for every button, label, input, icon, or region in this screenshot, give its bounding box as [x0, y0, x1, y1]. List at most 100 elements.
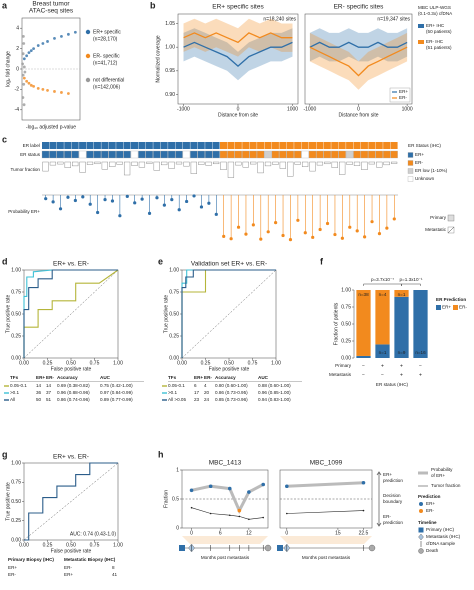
er-label-cell: [279, 142, 287, 149]
legend-label: ER+: [415, 152, 424, 157]
probability-dot: [140, 197, 144, 201]
tumor-fraction-bar: [131, 161, 138, 166]
table-cell: >0.1: [10, 390, 20, 395]
x-axis-label: Months post metastasis: [201, 555, 250, 560]
probability-dot: [244, 232, 248, 236]
er-status-cell: [316, 150, 324, 159]
table-cell: 4: [204, 383, 207, 388]
roc-curve: [23, 269, 118, 358]
legend-swatch: [418, 548, 424, 554]
table-cell: ER+: [8, 565, 17, 570]
panel-letter: c: [2, 134, 7, 144]
legend-swatch: [418, 533, 424, 541]
table-cell: 6: [194, 383, 197, 388]
panel-letter: b: [150, 0, 156, 10]
table-header: TFs: [168, 375, 177, 380]
tumor-fraction-bar: [309, 161, 316, 172]
ci-band: [183, 18, 293, 57]
er-label-cell: [123, 142, 131, 149]
er-status-cell: [301, 150, 309, 159]
probability-dot: [147, 211, 152, 215]
tumor-fraction-dot: [190, 506, 193, 509]
er-status-cell: [41, 150, 50, 159]
er-status-cell: [56, 150, 64, 159]
table-header: ER-: [204, 375, 212, 380]
er-label-cell: [71, 142, 79, 149]
point: [22, 57, 26, 61]
tumor-fraction-bar: [331, 161, 338, 168]
tumor-fraction-bar: [42, 161, 49, 172]
row-label: Metastasis: [329, 372, 352, 377]
probability-dot: [247, 490, 251, 494]
tumor-fraction-bar: [301, 161, 309, 167]
er-label-cell: [197, 142, 205, 149]
x-tick-label: 0.25: [201, 360, 211, 366]
legend-label: Tumor fraction: [431, 483, 461, 488]
y-tick-label: 0.50: [169, 311, 179, 317]
chart-title: ER- specific sites: [334, 4, 385, 11]
tumor-fraction-bar: [153, 161, 160, 171]
bar-segment: [394, 290, 409, 297]
bar-count: n=4: [379, 292, 387, 297]
table-cell: 51: [46, 397, 52, 402]
er-status-cell: [153, 150, 161, 159]
legend-label: ER-: [415, 160, 423, 165]
probability-dot: [285, 484, 289, 489]
y-tick-label: 0.75: [341, 304, 351, 310]
table-header: Accuracy: [215, 375, 236, 380]
er-status-cell: [271, 150, 280, 159]
tumor-fraction-bar: [383, 161, 390, 166]
tumor-fraction-bar: [368, 161, 375, 165]
table-cell: 0.88 (0.60-1.00): [258, 383, 291, 388]
bar-segment: [375, 290, 390, 345]
legend-swatch: [436, 305, 441, 310]
er-status-cell: [390, 150, 398, 159]
table-cell: ER-: [8, 572, 16, 577]
y-tick-label: 0: [176, 525, 179, 531]
y-tick-label: 1.00: [11, 267, 21, 273]
probability-dot: [325, 221, 330, 226]
er-status-cell: [93, 150, 102, 159]
legend-title: ER Prediction: [436, 297, 466, 302]
er-label-cell: [205, 142, 213, 149]
primary-sign: −: [419, 363, 422, 369]
tumor-fraction-bar: [316, 161, 324, 166]
tumor-fraction-bar: [72, 161, 79, 167]
sample-type-label: Metastatic: [425, 227, 447, 232]
hatch: [447, 226, 455, 234]
tumor-fraction-bar: [250, 161, 257, 165]
er-label-cell: [49, 142, 57, 149]
er-label-cell: [212, 142, 220, 149]
table-cell: 17: [194, 390, 200, 395]
point: [53, 37, 56, 40]
er-label-cell: [64, 142, 72, 149]
tumor-fraction-bar: [175, 161, 183, 165]
tumor-fraction-line: [191, 507, 264, 520]
auc-label: AUC: 0.74 (0.43-1.0): [70, 531, 116, 537]
tumor-fraction-dot: [286, 512, 288, 515]
x-axis-label: Distance from site: [338, 112, 378, 118]
bar-count: n=38: [358, 292, 369, 297]
x-axis-label: False positive rate: [209, 366, 250, 372]
table-cell: 37: [46, 390, 52, 395]
legend-label: not differential: [93, 77, 124, 83]
tumor-fraction-dot: [238, 515, 241, 518]
probability-dot: [229, 237, 233, 241]
table-cell: 8: [112, 565, 115, 570]
probability-dot: [340, 236, 344, 240]
primary-marker: [277, 545, 283, 551]
subplot-title: MBC_1099: [310, 460, 343, 467]
probability-dot: [103, 198, 107, 202]
tumor-fraction-bar: [116, 161, 123, 165]
legend-swatch: [453, 305, 458, 310]
er-label-cell: [360, 142, 368, 149]
chart-subtitle: ATAC-seq sites: [29, 8, 74, 15]
x-tick-label: 0.00: [19, 542, 29, 548]
side-annotation: ER-: [383, 514, 391, 519]
tumor-fraction-bar: [272, 161, 279, 165]
y-tick-label: 0.25: [169, 333, 179, 339]
table-header: ER-: [46, 375, 54, 380]
er-label-cell: [316, 142, 324, 149]
legend-label: ER-: [399, 95, 407, 100]
ci-band: [309, 28, 408, 62]
